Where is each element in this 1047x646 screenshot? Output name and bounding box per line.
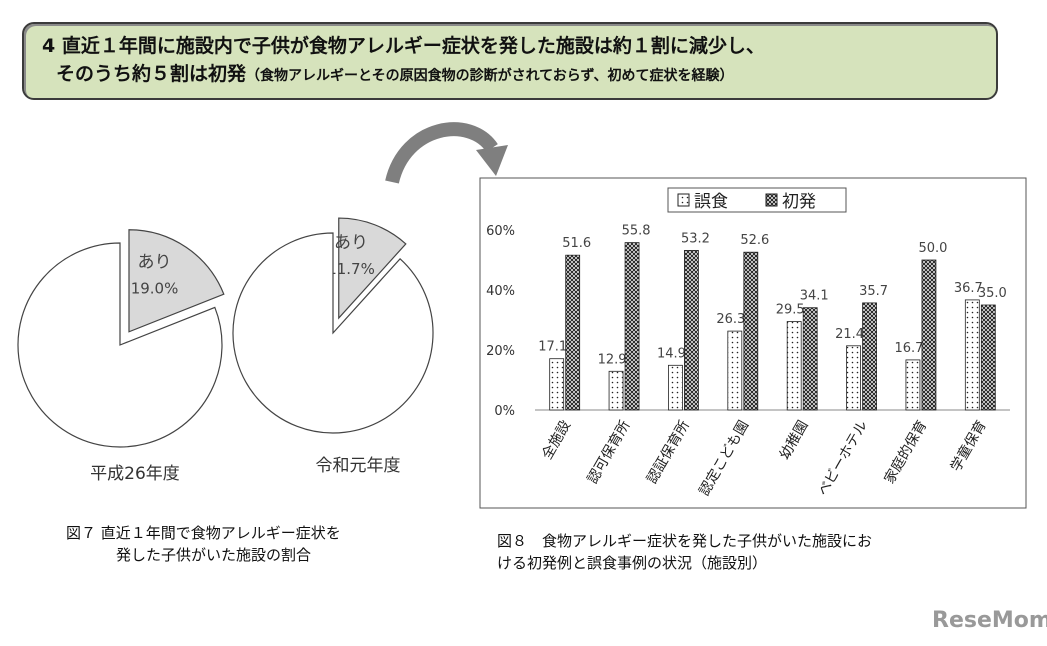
header-box: 4 直近１年間に施設内で子供が食物アレルギー症状を発した施設は約１割に減少し、 … — [22, 22, 998, 100]
value-label: 50.0 — [918, 241, 947, 256]
value-label: 14.9 — [657, 346, 686, 361]
bar — [964, 299, 980, 411]
bar — [727, 330, 743, 411]
bar — [684, 249, 699, 411]
y-tick-label: 40% — [486, 284, 515, 299]
value-label: 26.3 — [716, 312, 745, 327]
pie-title: 令和元年度 — [316, 456, 401, 476]
bar — [921, 259, 937, 411]
value-label: 55.8 — [622, 224, 651, 239]
bar — [846, 345, 861, 411]
caption-line: 発した子供がいた施設の割合 — [116, 546, 312, 564]
pie-slice — [232, 232, 434, 434]
bar — [905, 359, 921, 411]
bar — [786, 321, 802, 411]
bar — [565, 254, 581, 411]
caption: 図７ 直近１年間で食物アレルギー症状を 発した子供がいた施設の割合 — [66, 522, 341, 566]
watermark: ReseMom — [932, 608, 1047, 633]
header-line: 4 直近１年間に施設内で子供が食物アレルギー症状を発した施設は約１割に減少し、 — [42, 35, 765, 57]
pie-slice — [128, 229, 225, 333]
arrow-head — [476, 145, 508, 176]
header-emphasis: そのうち約５割は初発 — [56, 63, 247, 85]
bar — [624, 242, 640, 411]
value-label: 35.7 — [859, 284, 888, 299]
value-label: 17.1 — [538, 340, 567, 355]
legend-label: 誤食 — [694, 192, 728, 212]
legend-label: 初発 — [782, 192, 816, 212]
value-label: 35.0 — [978, 286, 1007, 301]
caption-line: 図８ 食物アレルギー症状を発した子供がいた施設にお — [497, 532, 873, 550]
slice-label: あり — [138, 252, 172, 272]
bar — [802, 307, 818, 411]
y-tick-label: 60% — [486, 224, 515, 239]
slice-value: 11.7% — [327, 260, 375, 278]
y-tick-label: 0% — [494, 404, 515, 419]
pie-slice — [338, 217, 407, 320]
arrow — [385, 122, 498, 184]
value-label: 36.7 — [954, 281, 983, 296]
bar — [862, 302, 877, 411]
value-label: 16.7 — [894, 341, 923, 356]
value-label: 51.6 — [562, 236, 591, 251]
slice-value: 19.0% — [131, 279, 179, 297]
caption-line: ける初発例と誤食事例の状況（施設別） — [497, 554, 768, 572]
header-line: そのうち約５割は初発（食物アレルギーとその原因食物の診断がされておらず、初めて症… — [42, 60, 996, 90]
caption-line: 図７ 直近１年間で食物アレルギー症状を — [66, 524, 341, 542]
legend-swatch — [765, 193, 778, 207]
legend-box — [667, 187, 847, 213]
value-label: 52.6 — [740, 233, 769, 248]
bar — [668, 364, 683, 411]
pie-slice — [17, 242, 223, 448]
pie-title: 平成26年度 — [90, 464, 180, 484]
bar — [608, 370, 624, 411]
legend-swatch — [677, 193, 690, 207]
slice-label: あり — [334, 233, 368, 253]
bar — [743, 251, 759, 411]
value-label: 21.4 — [835, 327, 864, 342]
value-label: 34.1 — [800, 289, 829, 304]
value-label: 29.5 — [776, 303, 805, 318]
bar — [549, 358, 565, 411]
value-label: 53.2 — [681, 231, 710, 246]
y-tick-label: 20% — [486, 344, 515, 359]
bar — [980, 304, 996, 411]
header-note: （食物アレルギーとその原因食物の診断がされておらず、初めて症状を経験） — [246, 68, 734, 84]
caption: 図８ 食物アレルギー症状を発した子供がいた施設にお ける初発例と誤食事例の状況（… — [497, 530, 872, 574]
value-label: 12.9 — [598, 352, 627, 367]
